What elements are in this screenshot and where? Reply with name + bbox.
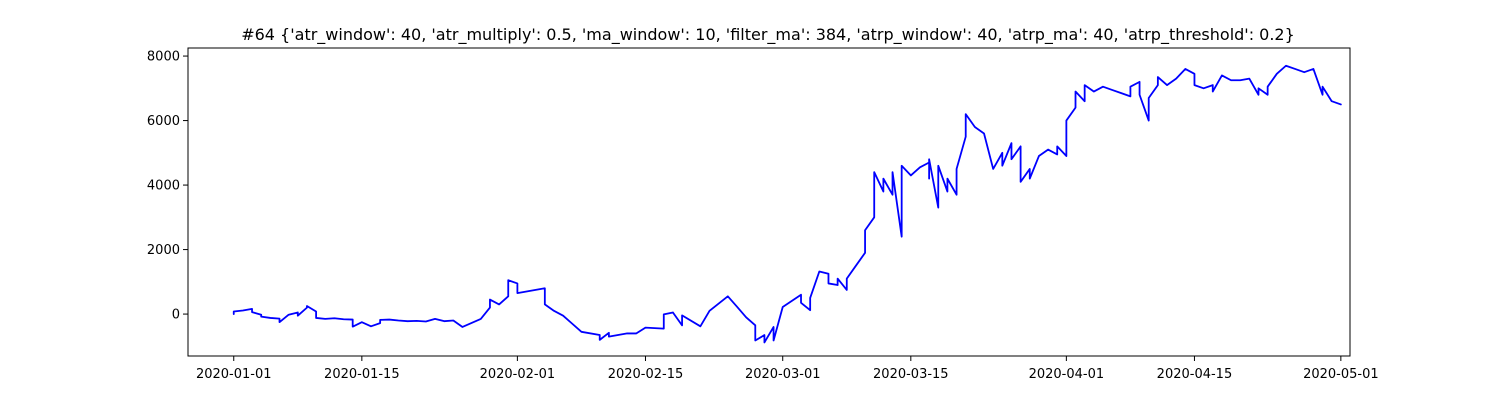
y-tick-label: 6000 <box>147 114 180 129</box>
y-tick-label: 0 <box>172 308 180 323</box>
chart-title: #64 {'atr_window': 40, 'atr_multiply': 0… <box>241 25 1295 45</box>
x-tick-label: 2020-01-15 <box>324 367 400 382</box>
y-tick-label: 2000 <box>147 243 180 258</box>
x-tick-label: 2020-05-01 <box>1303 367 1379 382</box>
x-axis: 2020-01-01 2020-01-15 2020-02-01 2020-02-15… <box>196 356 1379 382</box>
y-tick-label: 4000 <box>147 179 180 194</box>
y-axis: 0 2000 4000 6000 8000 <box>147 50 188 323</box>
series-line-0 <box>232 64 1342 344</box>
x-tick-label: 2020-03-15 <box>873 367 949 382</box>
x-tick-label: 2020-02-15 <box>608 367 684 382</box>
x-tick-label: 2020-04-01 <box>1029 367 1105 382</box>
x-tick-label: 2020-04-15 <box>1157 367 1233 382</box>
x-tick-label: 2020-01-01 <box>196 367 272 382</box>
y-tick-label: 8000 <box>147 50 180 65</box>
x-tick-label: 2020-03-01 <box>745 367 821 382</box>
series-layer <box>232 64 1342 344</box>
x-tick-label: 2020-02-01 <box>480 367 556 382</box>
plot-frame <box>187 47 1351 357</box>
